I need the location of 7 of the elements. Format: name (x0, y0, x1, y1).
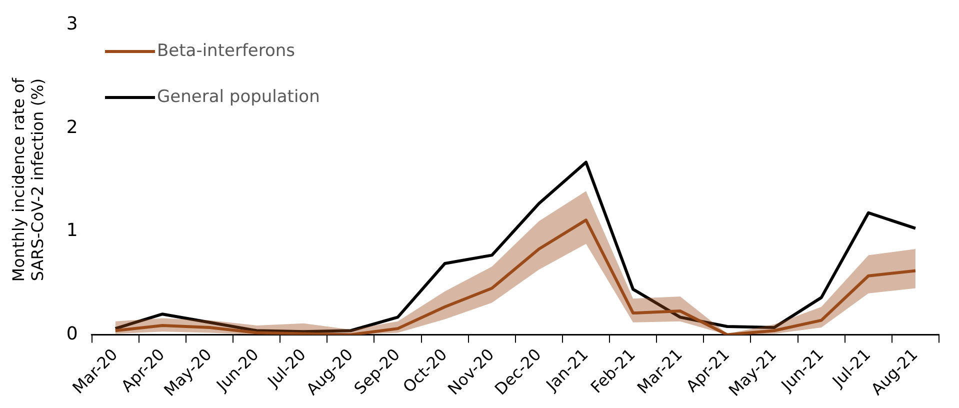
y-tick-label: 0 (66, 323, 78, 344)
y-tick-label: 1 (66, 220, 78, 242)
legend-label: Beta-interferons (157, 41, 296, 61)
y-axis-title: Monthly incidence rate of SARS-CoV-2 infection (%) (8, 77, 47, 282)
y-tick-label: 2 (66, 116, 78, 138)
legend-label: General population (157, 87, 320, 107)
y-tick-label: 3 (66, 13, 78, 34)
